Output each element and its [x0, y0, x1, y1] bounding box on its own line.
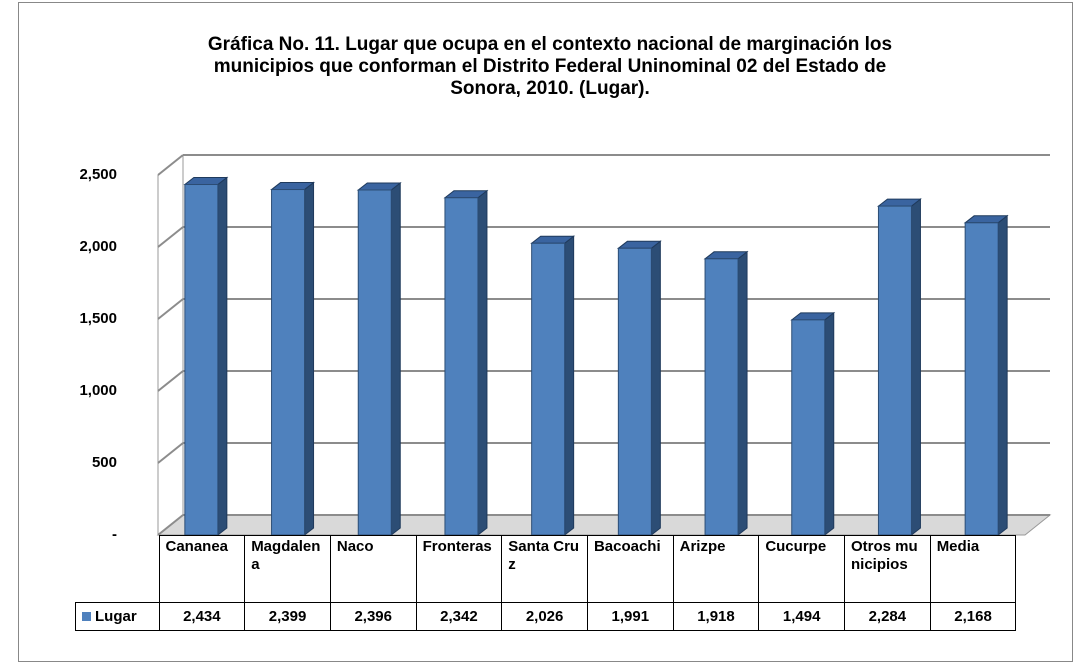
bar	[184, 184, 219, 536]
x-tick-label: Bacoachi	[586, 535, 674, 603]
value-label: 1,494	[758, 602, 845, 631]
bar-side	[564, 235, 575, 537]
legend-key	[82, 611, 91, 621]
bar-side	[737, 250, 748, 537]
grid-line-side	[157, 514, 184, 536]
x-tick-label: Cucurpe	[758, 535, 845, 603]
x-tick-label: Cananea	[158, 535, 246, 603]
value-label: 2,026	[501, 602, 588, 631]
value-label: 1,991	[586, 602, 674, 631]
value-label: 2,434	[158, 602, 246, 631]
y-tick-label: -	[112, 526, 117, 543]
category-row: Cananea Magdalena Naco Fronteras Santa Cruz B…	[76, 535, 1017, 603]
value-label: 2,342	[415, 602, 503, 631]
bar-side	[390, 181, 401, 537]
bar	[877, 205, 912, 536]
bar	[531, 242, 566, 536]
x-tick-label: Otros municipios	[844, 535, 931, 603]
bar-side	[477, 189, 488, 537]
x-tick-label: Media	[929, 535, 1017, 603]
series-cell: Lugar	[75, 602, 160, 631]
bar-side	[304, 181, 315, 537]
x-tick-label: Arizpe	[672, 535, 760, 603]
y-tick-label: 2,500	[79, 166, 117, 183]
y-tick-label: 1,000	[79, 382, 117, 399]
x-tick-label: Santa Cruz	[501, 535, 588, 603]
bar-side	[997, 214, 1008, 537]
bar	[357, 189, 392, 536]
bar	[444, 197, 479, 536]
bar-side	[650, 240, 661, 537]
bar	[964, 222, 999, 536]
x-tick-label: Naco	[329, 535, 417, 603]
bar-side	[217, 176, 228, 537]
grid-line-side	[157, 298, 184, 320]
bar	[617, 247, 652, 536]
legend-label: Lugar	[95, 607, 137, 625]
bar-side	[910, 198, 921, 537]
page: Gráfica No. 11. Lugar que ocupa en el co…	[18, 2, 1073, 662]
bar-side	[824, 311, 835, 537]
chart: - 500 1,000 1,500 2,000 2,500	[79, 154, 1052, 543]
bar	[271, 189, 306, 536]
y-tick-label: 2,000	[79, 238, 117, 255]
grid-line-side	[157, 442, 184, 464]
corner	[76, 536, 160, 603]
data-table: Cananea Magdalena Naco Fronteras Santa Cruz B…	[75, 535, 1017, 631]
grid-line-side	[157, 154, 184, 176]
y-tick-label: 1,500	[79, 310, 117, 327]
grid-line-side	[157, 226, 184, 248]
bar	[791, 319, 826, 536]
chart-title: Gráfica No. 11. Lugar que ocupa en el co…	[207, 34, 893, 99]
x-tick-label: Fronteras	[415, 535, 503, 603]
value-label: 2,396	[329, 602, 417, 631]
value-row: Lugar 2,434 2,399 2,396 2,342 2,026 1,991 1,918…	[75, 602, 1017, 631]
value-label: 2,399	[244, 602, 331, 631]
value-label: 2,168	[929, 602, 1017, 631]
grid-line-side	[157, 370, 184, 392]
x-tick-label: Magdalena	[244, 535, 331, 603]
bar	[704, 258, 739, 536]
value-label: 1,918	[672, 602, 760, 631]
value-label: 2,284	[844, 602, 931, 631]
y-tick-label: 500	[92, 454, 117, 471]
